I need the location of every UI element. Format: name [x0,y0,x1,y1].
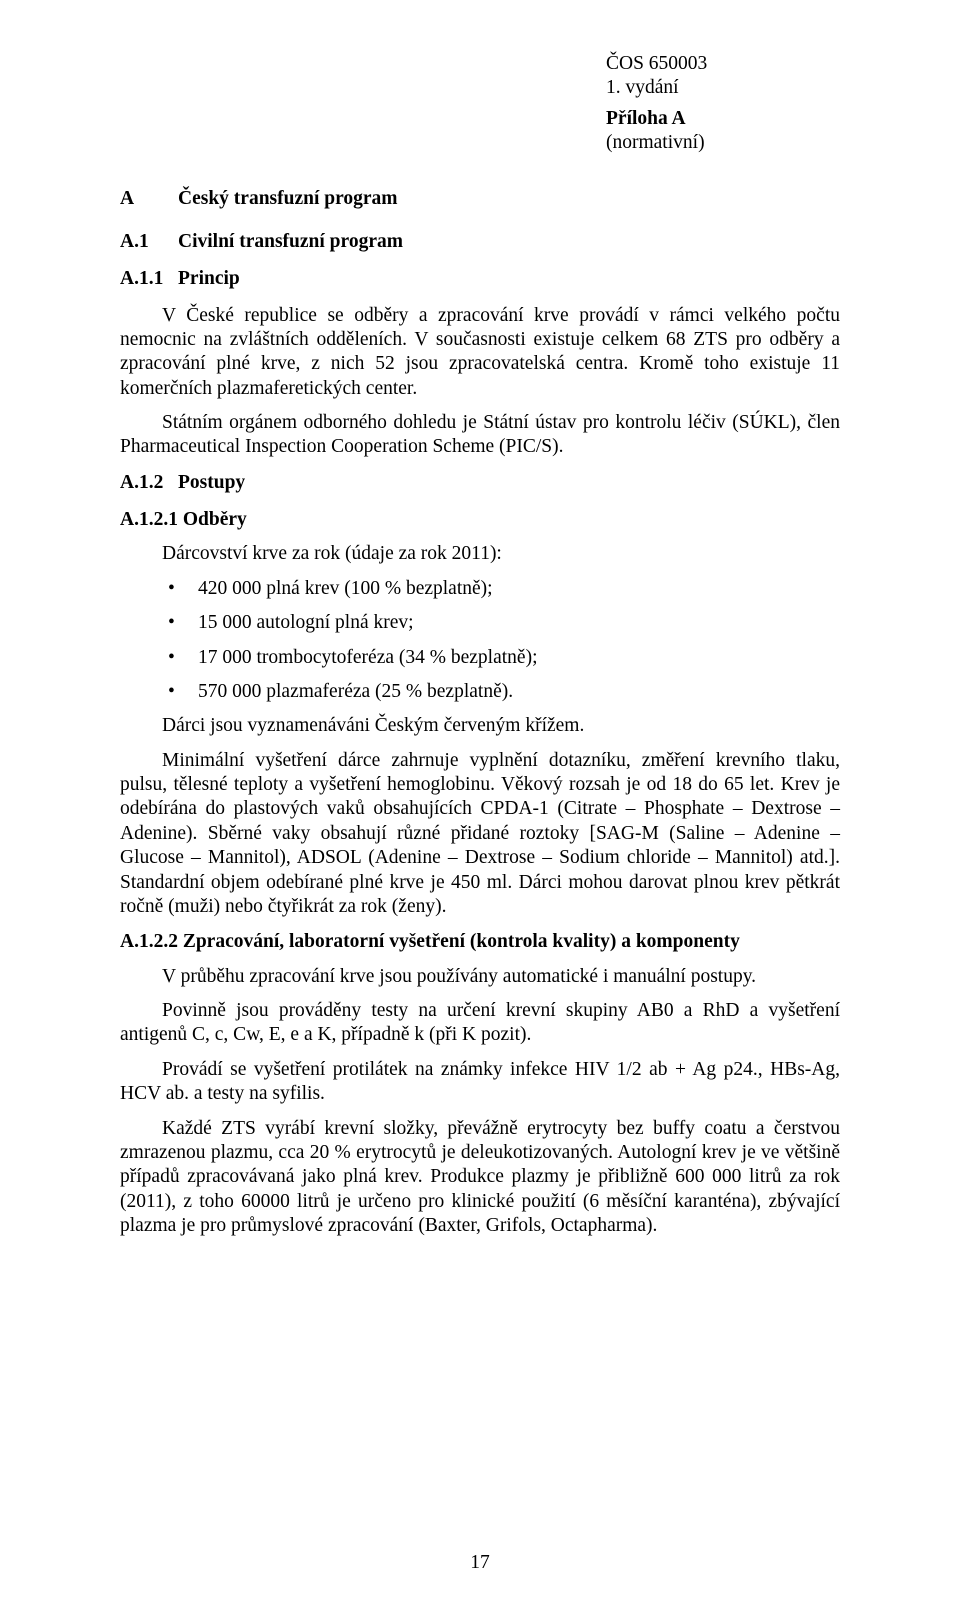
paragraph: Dárcovství krve za rok (údaje za rok 201… [120,542,840,566]
heading-a: A Český transfuzní program [120,186,840,211]
heading-number: A.1 [120,229,178,254]
heading-a1: A.1 Civilní transfuzní program [120,229,840,254]
annex-type: (normativní) [606,131,840,155]
list-item: 17 000 trombocytoferéza (34 % bezplatně)… [120,646,840,670]
heading-title: Civilní transfuzní program [178,229,403,254]
annex-header: Příloha A (normativní) [606,107,840,156]
paragraph: Dárci jsou vyznamenáváni Českým červeným… [120,714,840,738]
paragraph: Provádí se vyšetření protilátek na známk… [120,1058,840,1107]
heading-title: Český transfuzní program [178,186,398,211]
list-item: 15 000 autologní plná krev; [120,611,840,635]
list-item: 420 000 plná krev (100 % bezplatně); [120,577,840,601]
doc-code: ČOS 650003 [606,52,840,76]
page-content: ČOS 650003 1. vydání Příloha A (normativ… [0,0,960,1238]
paragraph: Povinně jsou prováděny testy na určení k… [120,999,840,1048]
heading-number: A.1.2 [120,470,178,495]
bullet-list: 420 000 plná krev (100 % bezplatně); 15 … [120,577,840,705]
doc-edition: 1. vydání [606,76,840,100]
page-number: 17 [0,1552,960,1574]
heading-title: Princip [178,266,240,291]
heading-title: Postupy [178,470,245,495]
annex-label: Příloha A [606,107,840,131]
paragraph: Každé ZTS vyrábí krevní složky, převážně… [120,1117,840,1239]
heading-number: A [120,186,178,211]
heading-a11: A.1.1 Princip [120,266,840,291]
list-item: 570 000 plazmaferéza (25 % bezplatně). [120,680,840,704]
paragraph: V průběhu zpracování krve jsou používány… [120,965,840,989]
doc-header: ČOS 650003 1. vydání [606,52,840,101]
paragraph: Státním orgánem odborného dohledu je Stá… [120,411,840,460]
heading-a121: A.1.2.1 Odběry [120,507,840,532]
heading-a12: A.1.2 Postupy [120,470,840,495]
heading-number: A.1.1 [120,266,178,291]
paragraph: V České republice se odběry a zpracování… [120,304,840,402]
paragraph: Minimální vyšetření dárce zahrnuje vypln… [120,749,840,920]
heading-a122: A.1.2.2 Zpracování, laboratorní vyšetřen… [120,929,840,954]
